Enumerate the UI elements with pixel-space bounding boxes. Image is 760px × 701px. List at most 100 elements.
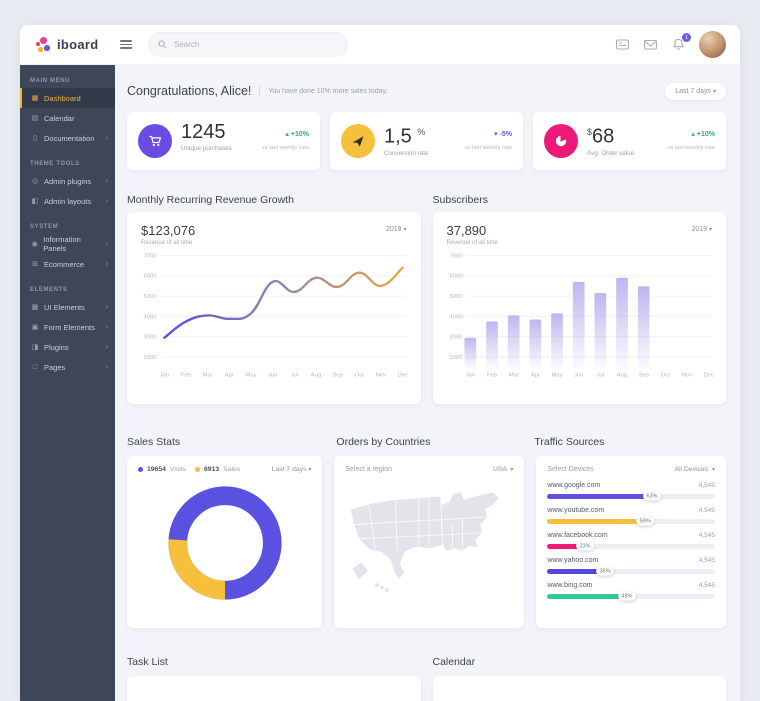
section-title-task-list: Task List <box>127 656 168 668</box>
traffic-progress-bar: 35% <box>547 566 715 576</box>
revenue-line-chart: 7000 6000 5000 4000 3000 2000 Jan Feb Mar Apr May J… <box>143 253 407 379</box>
sidebar-item-information-panels[interactable]: ◉ Information Panels › <box>31 235 108 253</box>
search-input[interactable] <box>172 39 338 50</box>
svg-text:Jan: Jan <box>160 373 169 379</box>
svg-text:7000: 7000 <box>449 253 463 259</box>
stat-card-avg-order-value: $68 Avg. Order value ▴ +10% vs last week… <box>533 112 726 170</box>
search-icon <box>158 36 167 54</box>
file-icon: ▯ <box>33 135 37 142</box>
sidebar-item-dashboard[interactable]: ▦ Dashboard <box>20 88 115 108</box>
section-title-calendar: Calendar <box>432 656 476 668</box>
sidebar-item-pages[interactable]: □ Pages › <box>32 362 108 372</box>
messages-icon[interactable] <box>615 37 630 52</box>
svg-text:Feb: Feb <box>486 373 497 379</box>
greeting-title: Congratulations, Alice! <box>127 84 252 98</box>
svg-text:Nov: Nov <box>376 373 386 379</box>
brand[interactable]: iboard <box>20 37 116 52</box>
sidebar: MAIN MENU ▦ Dashboard ▤ Calendar ▯ Docum… <box>20 65 115 701</box>
calendar-icon: ▤ <box>31 115 39 122</box>
section-title-traffic: Traffic Sources <box>534 436 605 448</box>
mail-icon[interactable] <box>643 37 658 52</box>
sidebar-section-title: SYSTEM <box>30 224 59 230</box>
menu-toggle-icon[interactable] <box>120 38 132 51</box>
svg-text:6000: 6000 <box>449 274 463 280</box>
sidebar-item-admin-plugins[interactable]: ◎ Admin plugins › <box>31 176 108 186</box>
stat-card-unique-purchases: 1245 Unique purchases ▴ +10% vs last wee… <box>127 112 320 170</box>
period-selector[interactable]: Last 7 days ▾ <box>665 82 726 100</box>
stat-note: vs last weekly rate <box>667 145 715 151</box>
svg-text:6000: 6000 <box>143 274 157 280</box>
svg-text:2000: 2000 <box>143 355 157 361</box>
legend-visits: 19654 Visits <box>138 466 186 473</box>
sidebar-item-admin-layouts[interactable]: ◧ Admin layouts › <box>31 196 108 206</box>
svg-text:4000: 4000 <box>143 314 157 320</box>
subscribers-chart-card: 37,890 Revenue of all time 2019 ▾ 7000 60… <box>432 212 726 404</box>
trend-arrow-icon: ▴ <box>285 131 289 138</box>
region-selector[interactable]: USA ▾ <box>492 466 514 473</box>
sales-stats-card: 19654 Visits 6913 Sales Last 7 days ▾ <box>127 456 323 628</box>
progress-percent-label: 23% <box>575 541 594 551</box>
stat-note: vs last weekly rate <box>464 145 512 151</box>
calendar-card <box>432 676 726 701</box>
sidebar-item-calendar[interactable]: ▤ Calendar <box>31 113 75 123</box>
svg-text:4000: 4000 <box>449 314 463 320</box>
svg-text:Oct: Oct <box>660 373 669 379</box>
sidebar-section-title: MAIN MENU <box>30 78 71 84</box>
sidebar-item-ecommerce[interactable]: ⊞ Ecommerce › <box>32 259 108 269</box>
svg-text:Jul: Jul <box>596 373 604 379</box>
stat-delta: ▾ -5% <box>494 131 512 138</box>
avatar[interactable] <box>699 31 726 58</box>
plugin-icon: ◨ <box>31 344 39 351</box>
svg-text:Jun: Jun <box>573 373 582 379</box>
stat-note: vs last weekly rate <box>261 145 309 151</box>
sidebar-item-form-elements[interactable]: ▣ Form Elements › <box>31 322 108 332</box>
topbar: iboard 1 <box>20 25 740 65</box>
traffic-progress-bar: 63% <box>547 491 715 501</box>
stat-card-conversion-rate: 1,5 % Conversion rate ▾ -5% vs last week… <box>330 112 523 170</box>
svg-text:Apr: Apr <box>225 373 234 379</box>
trend-arrow-icon: ▾ <box>494 131 498 138</box>
rocket-stat-icon <box>341 124 375 158</box>
sales-donut-chart <box>168 486 282 600</box>
svg-text:Jul: Jul <box>291 373 299 379</box>
search-box[interactable] <box>148 32 348 57</box>
sidebar-item-plugins[interactable]: ◨ Plugins › <box>31 342 108 352</box>
svg-text:Oct: Oct <box>355 373 364 379</box>
traffic-row-facebook: www.facebook.com 4,545 23% <box>547 532 715 551</box>
year-selector[interactable]: 2019 ▾ <box>691 226 712 233</box>
stat-value: 1245 <box>181 121 226 143</box>
svg-text:Sep: Sep <box>638 373 649 379</box>
stat-value: 68 <box>592 125 615 148</box>
devices-selector[interactable]: All Devices ▾ <box>674 466 715 473</box>
traffic-row-google: www.google.com 4,545 63% <box>547 482 715 501</box>
section-title-subscribers: Subscribers <box>432 194 488 206</box>
legend-dot <box>195 467 201 472</box>
period-selector[interactable]: Last 7 days ▾ <box>271 466 312 473</box>
chevron-down-icon: ▾ <box>712 88 716 95</box>
subscribers-subtitle: Revenue of all time <box>446 240 498 246</box>
section-title-orders: Orders by Countries <box>336 436 431 448</box>
cart-icon: ⊞ <box>32 261 38 268</box>
sidebar-item-documentation[interactable]: ▯ Documentation › <box>20 128 115 148</box>
svg-text:Aug: Aug <box>311 373 321 379</box>
chevron-right-icon: › <box>105 133 108 142</box>
svg-text:3000: 3000 <box>449 335 463 341</box>
svg-text:Mar: Mar <box>203 373 213 379</box>
subscribers-total: 37,890 <box>446 223 487 238</box>
stat-cards-row: 1245 Unique purchases ▴ +10% vs last wee… <box>127 112 726 170</box>
sidebar-item-ui-elements[interactable]: ▩ UI Elements › <box>31 302 108 312</box>
chevron-down-icon: ▾ <box>510 467 514 473</box>
traffic-row-youtube: www.youtube.com 4,545 59% <box>547 507 715 526</box>
chevron-right-icon: › <box>105 342 108 351</box>
traffic-progress-bar: 23% <box>547 541 715 551</box>
usa-map[interactable] <box>345 481 513 605</box>
year-selector[interactable]: 2019 ▾ <box>385 226 407 233</box>
svg-text:2000: 2000 <box>449 355 463 361</box>
info-icon: ◉ <box>31 241 38 248</box>
svg-text:Mar: Mar <box>508 373 518 379</box>
bell-icon[interactable]: 1 <box>671 33 691 52</box>
svg-text:Feb: Feb <box>181 373 192 379</box>
traffic-row-bing: www.bing.com 4,545 48% <box>547 582 715 601</box>
devices-label: Select Devices <box>547 466 594 473</box>
chevron-right-icon: › <box>105 176 108 185</box>
